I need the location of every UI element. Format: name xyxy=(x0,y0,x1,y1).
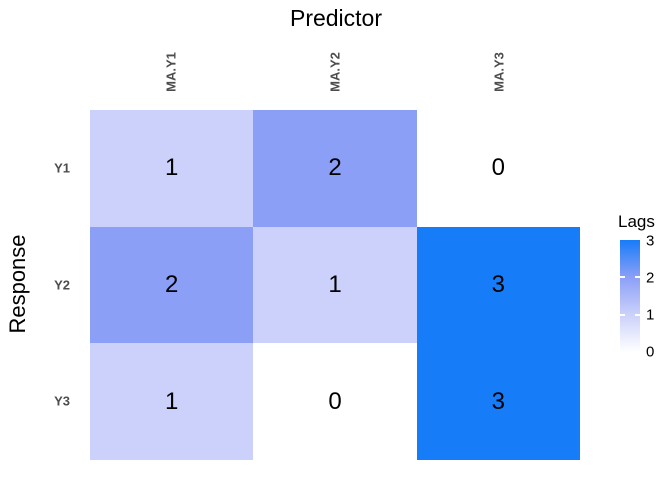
x-axis-title: Predictor xyxy=(289,5,383,31)
heatmap-cell-y2-may2: 1 xyxy=(253,226,417,344)
legend-tick-mark xyxy=(620,276,625,278)
legend-tick-mark xyxy=(635,276,640,278)
heatmap-cell-y3-may3: 3 xyxy=(416,343,580,460)
legend-gradient-bar xyxy=(620,240,640,352)
heatmap-grid: 1 2 0 2 1 3 1 0 3 xyxy=(90,110,580,460)
y-axis-title: Response xyxy=(5,234,30,334)
legend-tick-mark xyxy=(635,314,640,316)
heatmap-cell-y1-may2: 2 xyxy=(253,110,417,227)
heatmap-cell-y2-may3: 3 xyxy=(416,226,580,344)
col-label-ma-y2: MA.Y2 xyxy=(327,52,343,92)
heatmap-cell-y1-may1: 1 xyxy=(90,110,254,227)
legend-title: Lags xyxy=(618,212,655,231)
col-label-ma-y1: MA.Y1 xyxy=(163,52,179,92)
heatmap-cell-y1-may3: 0 xyxy=(416,110,580,227)
legend-tick-label-2: 2 xyxy=(646,269,655,287)
col-label-ma-y3: MA.Y3 xyxy=(491,52,507,92)
heatmap-cell-y2-may1: 2 xyxy=(90,226,254,344)
row-label-y1: Y1 xyxy=(54,160,70,176)
row-label-y2: Y2 xyxy=(54,277,70,293)
legend-tick-label-0: 0 xyxy=(646,343,655,361)
heatmap-cell-y3-may2: 0 xyxy=(253,343,417,460)
legend-tick-label-3: 3 xyxy=(646,232,655,250)
heatmap-cell-y3-may1: 1 xyxy=(90,343,254,460)
row-label-y3: Y3 xyxy=(54,393,70,409)
legend-tick-mark xyxy=(620,314,625,316)
legend-tick-label-1: 1 xyxy=(646,306,655,324)
